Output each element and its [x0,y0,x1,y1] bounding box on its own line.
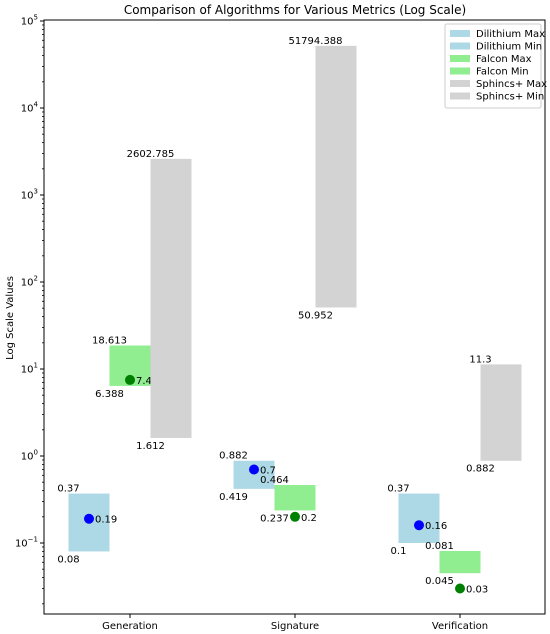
data-point [249,464,259,475]
max-value-label: 0.37 [57,484,79,495]
plot-frame [43,19,546,615]
legend-swatch [450,80,470,87]
legend-entry: Falcon Min [476,67,529,78]
range-bar [150,158,192,438]
min-value-label: 0.1 [391,546,407,557]
x-tick-label: Generation [102,621,158,632]
max-value-label: 0.882 [219,451,248,462]
legend-swatch [450,55,470,62]
min-value-label: 0.237 [260,513,289,524]
range-bar [439,550,481,574]
y-tick-label: 101 [21,362,38,376]
max-value-label: 0.081 [425,541,454,552]
data-point [290,511,300,522]
y-tick-label: 100 [21,449,38,463]
min-value-label: 6.388 [95,389,124,400]
point-value-label: 0.16 [425,521,447,532]
point-value-label: 0.03 [466,584,488,595]
max-value-label: 0.37 [387,484,409,495]
legend-entry: Dilithium Max [476,29,545,40]
point-value-label: 0.2 [301,513,317,524]
max-value-label: 2602.785 [127,149,175,160]
data-point [125,374,135,385]
x-tick-label: Verification [432,621,488,632]
y-tick-label: 104 [21,101,39,115]
y-tick-label: 102 [21,275,38,289]
min-value-label: 0.882 [466,464,495,475]
legend-swatch [450,92,470,100]
max-value-label: 11.3 [469,354,491,365]
min-value-label: 50.952 [298,310,333,321]
data-point [84,513,94,524]
legend-entry: Sphincs+ Min [476,92,544,103]
range-bar [480,364,522,461]
min-value-label: 0.419 [219,492,248,503]
range-bar [315,45,357,308]
legend-swatch [450,67,470,75]
data-point [414,520,424,531]
data-point [455,583,465,594]
range-bar [274,485,316,511]
y-tick-label: 103 [21,188,38,202]
min-value-label: 0.08 [57,554,79,565]
y-axis-label: Log Scale Values [5,276,16,360]
legend-entry: Dilithium Min [476,42,542,53]
legend-swatch [450,42,470,50]
y-tick-label: 105 [21,14,38,28]
range-bar [398,493,440,543]
legend-entry: Falcon Max [476,54,532,65]
y-tick-label: 10−1 [15,536,38,550]
plot-area: 10−1 100 101 102 103 104 105 Generation Signatur… [15,14,546,632]
min-value-label: 0.045 [425,576,454,587]
max-value-label: 51794.388 [288,36,342,47]
chart-title: Comparison of Algorithms for Various Met… [124,3,466,17]
point-value-label: 7.49 [136,376,158,387]
max-value-label: 18.613 [92,336,127,347]
max-value-label: 0.464 [260,475,289,486]
point-value-label: 0.7 [260,465,276,476]
x-tick-label: Signature [271,621,319,632]
min-value-label: 1.612 [136,441,165,452]
legend-swatch [450,30,470,37]
legend-entry: Sphincs+ Max [476,79,547,90]
point-value-label: 0.19 [95,515,117,526]
